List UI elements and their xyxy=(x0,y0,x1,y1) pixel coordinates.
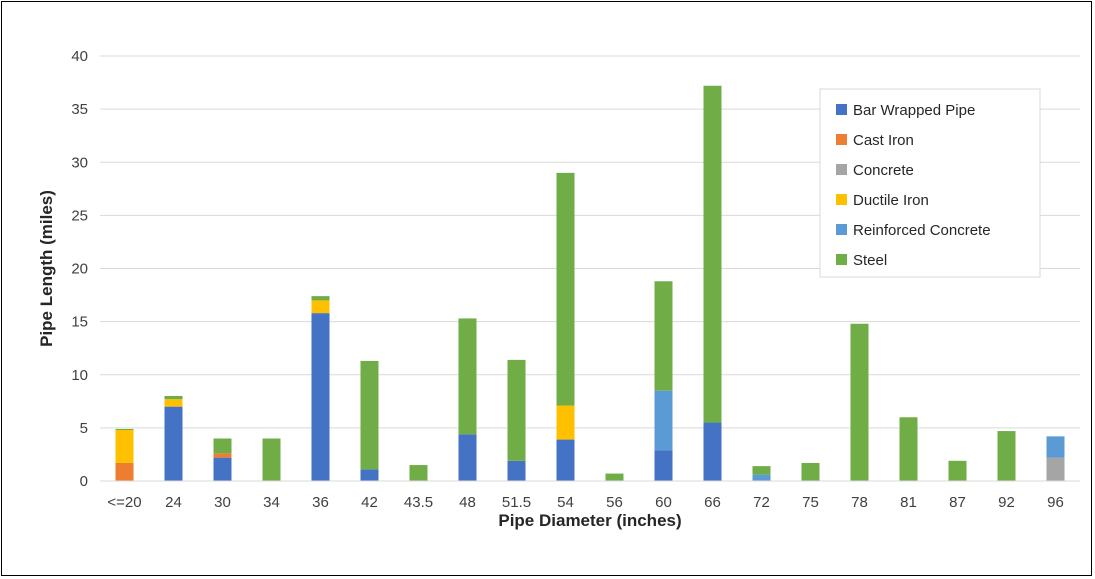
legend-entry: Reinforced Concrete xyxy=(853,222,991,239)
y-tick-label: 25 xyxy=(71,207,88,224)
bar-segment xyxy=(507,460,526,481)
x-axis-title: Pipe Diameter (inches) xyxy=(498,511,681,530)
legend-swatch xyxy=(836,134,847,145)
bar-segment xyxy=(311,300,330,314)
gridlines xyxy=(100,55,1080,429)
bar-segment xyxy=(654,390,673,451)
bar-segment xyxy=(654,281,673,391)
y-axis-title: Pipe Length (miles) xyxy=(37,190,56,347)
legend-entry: Ductile Iron xyxy=(853,192,929,209)
bar-segment xyxy=(409,465,428,481)
x-tick-label: 54 xyxy=(557,494,574,511)
x-tick-label: 96 xyxy=(1047,494,1064,511)
bar-segment xyxy=(654,450,673,481)
legend-swatch xyxy=(836,254,847,265)
bar-segment xyxy=(948,460,967,481)
x-tick-label: 92 xyxy=(998,494,1015,511)
y-tick-label: 35 xyxy=(71,101,88,118)
bar-segment xyxy=(213,453,232,458)
bar-segment xyxy=(164,406,183,481)
bar-segment xyxy=(115,462,134,481)
bar-segment xyxy=(507,359,526,461)
x-tick-label: 30 xyxy=(214,494,231,511)
bar-segment xyxy=(164,396,183,400)
x-tick-label: 43.5 xyxy=(404,494,433,511)
x-axis: <=20 24 30 34 36 42 43.5 48 51.5 54 56 60 66 72 75 78 81… xyxy=(100,480,1080,511)
bar-segment xyxy=(556,405,575,440)
legend-swatch xyxy=(836,164,847,175)
bar-segment xyxy=(115,428,134,430)
x-tick-label: 34 xyxy=(263,494,280,511)
y-tick-label: 20 xyxy=(71,261,88,278)
bar-segment xyxy=(458,434,477,481)
legend-swatch xyxy=(836,224,847,235)
y-tick-label: 5 xyxy=(80,420,88,437)
legend-box xyxy=(819,88,1041,278)
legend-entry: Cast Iron xyxy=(853,132,914,149)
x-tick-label: 48 xyxy=(459,494,476,511)
bar-segment xyxy=(556,172,575,406)
x-tick-label: 24 xyxy=(165,494,182,511)
bar-segment xyxy=(360,469,379,481)
bar-segment xyxy=(213,438,232,454)
bar-segment xyxy=(850,323,869,481)
legend-swatch xyxy=(836,104,847,115)
x-tick-label: 36 xyxy=(312,494,329,511)
bar-segment xyxy=(164,399,183,407)
bars xyxy=(115,85,1065,481)
bar-segment xyxy=(213,457,232,481)
bar-segment xyxy=(311,296,330,301)
bar-segment xyxy=(997,431,1016,481)
bar-segment xyxy=(311,313,330,481)
x-tick-label: 51.5 xyxy=(502,494,531,511)
legend-swatch xyxy=(836,194,847,205)
x-tick-label: 72 xyxy=(753,494,770,511)
x-tick-label: 60 xyxy=(655,494,672,511)
bar-segment xyxy=(115,430,134,463)
x-tick-label: 75 xyxy=(802,494,819,511)
legend: Bar Wrapped Pipe Cast Iron Concrete Ductile… xyxy=(819,88,1041,278)
bar-segment xyxy=(262,438,281,481)
legend-entry: Steel xyxy=(853,252,887,269)
y-axis: 0 5 10 15 20 25 30 35 40 xyxy=(71,48,88,490)
legend-entry: Concrete xyxy=(853,162,914,179)
bar-segment xyxy=(605,473,624,481)
y-tick-label: 15 xyxy=(71,314,88,331)
bar-segment xyxy=(899,417,918,481)
y-tick-label: 10 xyxy=(71,367,88,384)
y-tick-label: 0 xyxy=(80,473,88,490)
x-tick-label: 42 xyxy=(361,494,378,511)
y-tick-label: 30 xyxy=(71,154,88,171)
bar-segment xyxy=(1046,436,1065,458)
bar-segment xyxy=(703,85,722,423)
bar-segment xyxy=(703,422,722,481)
bar-segment xyxy=(556,439,575,481)
bar-segment xyxy=(458,318,477,435)
bar-segment xyxy=(360,360,379,470)
bar-segment xyxy=(801,462,820,481)
legend-entry: Bar Wrapped Pipe xyxy=(853,102,975,119)
bar-segment xyxy=(1046,457,1065,481)
bar-segment xyxy=(752,466,771,475)
x-tick-label: 87 xyxy=(949,494,966,511)
x-tick-label: <=20 xyxy=(107,494,141,511)
x-tick-label: 78 xyxy=(851,494,868,511)
x-tick-label: 66 xyxy=(704,494,721,511)
y-tick-label: 40 xyxy=(71,48,88,65)
x-tick-label: 56 xyxy=(606,494,623,511)
bar-segment xyxy=(752,474,771,481)
x-tick-label: 81 xyxy=(900,494,917,511)
